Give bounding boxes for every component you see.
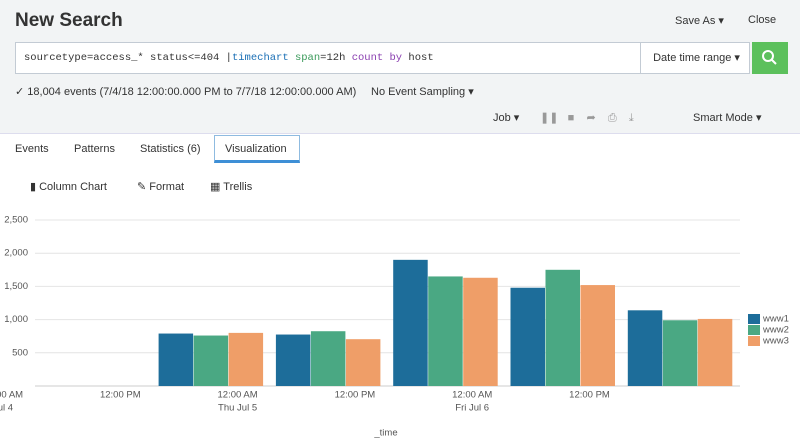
chart: _time 500 1,000 1,500 2,000 2,500 12:00 AM Jul… (0, 215, 789, 439)
bar (463, 277, 498, 386)
tab[interactable]: Statistics (6) (140, 143, 201, 155)
x-tick-label: 12:00 AM (0, 390, 23, 401)
bar (275, 334, 311, 386)
x-tick-label: 12:00 AM (452, 390, 492, 401)
x-tick-label: Thu Jul 5 (218, 403, 257, 414)
bar (345, 339, 381, 386)
trellis-label: Trellis (223, 181, 253, 193)
search-bar[interactable]: sourcetype=access_* status<=404 |timecha… (15, 42, 750, 74)
search-query: sourcetype=access_* status<=404 |timecha… (24, 52, 434, 64)
bar (545, 269, 580, 386)
bar (510, 287, 545, 386)
chart-type-menu[interactable]: ▮ Column Chart (30, 181, 107, 193)
legend-label: www2 (762, 325, 789, 336)
bar (393, 259, 428, 386)
mode-menu[interactable]: Smart Mode ▾ (693, 112, 762, 124)
tab[interactable]: Visualization (225, 143, 287, 155)
tab[interactable]: Patterns (74, 143, 115, 155)
time-range-picker[interactable]: Date time range ▾ (640, 43, 752, 73)
format-label: Format (149, 181, 185, 193)
query-token: by (383, 52, 409, 64)
query-token: host (408, 52, 434, 64)
active-tab-frame (214, 135, 300, 163)
page-title: New Search (15, 10, 123, 31)
job-menu[interactable]: Job ▾ (493, 112, 520, 124)
bar (193, 335, 229, 386)
bar (627, 310, 663, 386)
bar (662, 320, 698, 386)
bar (228, 332, 264, 386)
query-token: sourcetype=access_* status<=404 | (24, 52, 232, 64)
save-as-button[interactable]: Save As ▾ (675, 15, 724, 27)
event-count: ✓ 18,004 events (7/4/18 12:00:00.000 PM … (15, 86, 357, 98)
bar (428, 276, 463, 386)
format-menu[interactable]: ✎ Format (137, 181, 185, 193)
tab[interactable]: Events (15, 143, 49, 155)
x-tick-label: Jul 4 (0, 403, 13, 414)
x-tick-label: Fri Jul 6 (455, 403, 489, 414)
query-token: timechart (231, 52, 289, 64)
x-tick-label: 12:00 AM (218, 390, 258, 401)
x-tick-label: 12:00 PM (569, 390, 610, 401)
sampling-menu[interactable]: No Event Sampling ▾ (371, 86, 474, 98)
job-controls[interactable]: ❚❚ ■ ➦ ⎙ ⤓ (540, 112, 634, 124)
x-tick-label: 12:00 PM (100, 390, 141, 401)
bar (697, 318, 733, 386)
y-tick-label: 1,500 (4, 281, 28, 292)
bar (310, 331, 346, 386)
x-axis-title: _time (373, 428, 397, 439)
search-icon (762, 50, 777, 65)
y-tick-label: 500 (12, 347, 28, 358)
legend-swatch (748, 314, 760, 324)
legend-label: www3 (762, 336, 789, 347)
bar (580, 285, 615, 386)
bar (158, 333, 194, 386)
chart-type-label: Column Chart (39, 181, 107, 193)
trellis-menu[interactable]: ▦ Trellis (210, 181, 253, 193)
query-token: count (351, 52, 384, 64)
y-tick-label: 2,500 (4, 215, 28, 226)
search-button[interactable] (752, 42, 788, 74)
y-tick-label: 2,000 (4, 248, 28, 259)
close-button[interactable]: Close (748, 14, 777, 26)
query-token: =12h (320, 52, 352, 64)
legend-label: www1 (762, 314, 789, 325)
x-tick-label: 12:00 PM (335, 390, 376, 401)
legend-swatch (748, 325, 760, 335)
y-tick-label: 1,000 (4, 314, 28, 325)
query-token: span (288, 52, 321, 64)
legend-swatch (748, 336, 760, 346)
